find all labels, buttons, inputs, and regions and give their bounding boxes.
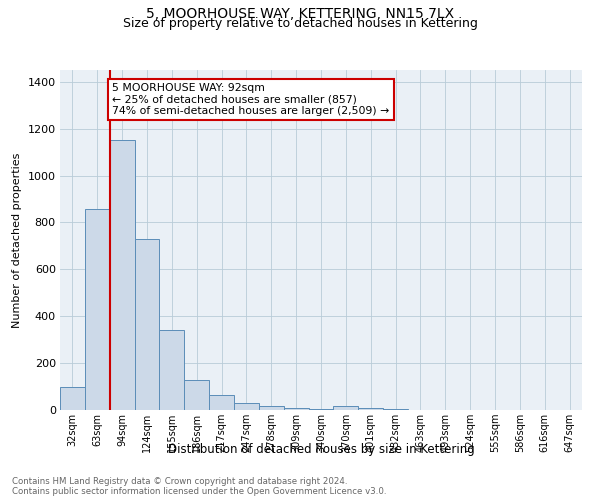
Text: 5 MOORHOUSE WAY: 92sqm
← 25% of detached houses are smaller (857)
74% of semi-de: 5 MOORHOUSE WAY: 92sqm ← 25% of detached… xyxy=(112,83,389,116)
Bar xyxy=(358,408,383,410)
Bar xyxy=(209,395,234,410)
Text: 5, MOORHOUSE WAY, KETTERING, NN15 7LX: 5, MOORHOUSE WAY, KETTERING, NN15 7LX xyxy=(146,8,454,22)
Bar xyxy=(85,209,110,410)
Bar xyxy=(160,330,184,410)
Bar xyxy=(134,239,160,410)
Text: Contains HM Land Registry data © Crown copyright and database right 2024.: Contains HM Land Registry data © Crown c… xyxy=(12,478,347,486)
Bar xyxy=(110,140,134,410)
Bar xyxy=(308,409,334,410)
Bar xyxy=(259,406,284,410)
Y-axis label: Number of detached properties: Number of detached properties xyxy=(12,152,22,328)
Text: Size of property relative to detached houses in Kettering: Size of property relative to detached ho… xyxy=(122,18,478,30)
Text: Distribution of detached houses by size in Kettering: Distribution of detached houses by size … xyxy=(167,442,475,456)
Bar xyxy=(60,386,85,410)
Bar xyxy=(334,406,358,410)
Bar xyxy=(184,380,209,410)
Bar xyxy=(284,408,308,410)
Text: Contains public sector information licensed under the Open Government Licence v3: Contains public sector information licen… xyxy=(12,488,386,496)
Bar xyxy=(234,404,259,410)
